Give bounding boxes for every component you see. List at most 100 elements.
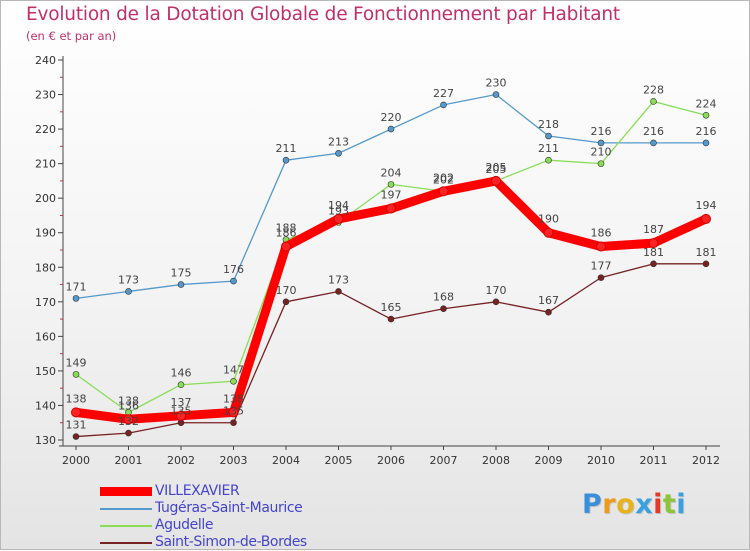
y-tick-label: 150 — [35, 365, 56, 378]
logo-letter: i — [653, 489, 663, 520]
data-label: 210 — [591, 146, 612, 159]
x-tick-label: 2012 — [692, 454, 720, 467]
data-point — [387, 315, 395, 323]
data-label: 211 — [538, 142, 559, 155]
data-point — [702, 260, 710, 268]
data-point — [335, 288, 342, 295]
data-label: 197 — [381, 189, 402, 202]
data-label: 188 — [276, 222, 297, 235]
y-tick-label: 220 — [35, 123, 56, 136]
data-point — [440, 305, 447, 313]
data-label: 216 — [591, 125, 612, 138]
data-label: 131 — [66, 419, 87, 432]
data-point — [597, 139, 605, 147]
data-label: 194 — [328, 199, 349, 212]
y-tick-label: 140 — [35, 399, 56, 412]
series-line-villexavier — [71, 176, 711, 424]
data-label: 187 — [643, 223, 664, 236]
data-point — [176, 410, 186, 421]
data-label: 216 — [643, 125, 664, 138]
y-tick-label: 230 — [35, 89, 56, 102]
data-label: 175 — [171, 267, 192, 280]
x-tick-label: 2003 — [220, 454, 248, 467]
data-point — [650, 139, 657, 147]
data-label: 165 — [381, 301, 402, 314]
data-label: 176 — [223, 263, 244, 276]
data-point — [387, 125, 395, 133]
data-point — [177, 381, 185, 389]
data-label: 205 — [486, 163, 507, 176]
y-tick-label: 170 — [35, 296, 56, 309]
data-label: 170 — [276, 284, 297, 297]
data-label: 177 — [591, 260, 612, 273]
data-label: 181 — [643, 246, 664, 259]
legend-label: Agudelle — [155, 517, 214, 533]
data-point — [438, 186, 449, 197]
x-tick-label: 2011 — [640, 454, 668, 467]
data-point — [335, 149, 342, 157]
data-point — [545, 308, 552, 316]
logo-letter: o — [616, 489, 636, 520]
x-tick-label: 2001 — [115, 454, 143, 467]
data-label: 193 — [328, 204, 349, 217]
x-tick-label: 2010 — [587, 454, 615, 467]
x-tick-label: 2006 — [377, 454, 405, 467]
data-label: 173 — [328, 273, 349, 286]
data-label: 186 — [591, 227, 612, 240]
legend-label: VILLEXAVIER — [155, 483, 240, 499]
data-point — [125, 288, 132, 295]
data-point — [72, 371, 80, 378]
data-point — [71, 407, 81, 418]
data-label: 149 — [66, 356, 87, 369]
chart-subtitle: (en € et par an) — [26, 29, 117, 43]
data-label: 204 — [381, 166, 402, 179]
y-tick-label: 190 — [35, 227, 56, 240]
data-point — [596, 241, 606, 252]
data-label: 173 — [118, 273, 139, 286]
data-label: 220 — [381, 111, 402, 124]
data-label: 213 — [328, 135, 349, 148]
data-label: 194 — [696, 199, 717, 212]
legend-label: Tugéras-Saint-Maurice — [155, 500, 303, 516]
data-point — [440, 101, 447, 109]
x-tick-label: 2004 — [272, 454, 300, 467]
data-label: 167 — [538, 294, 559, 307]
x-tick-label: 2000 — [62, 454, 90, 467]
data-label: 138 — [118, 394, 139, 407]
logo-letter: r — [602, 489, 617, 520]
data-label: 202 — [433, 173, 454, 186]
data-point — [648, 238, 659, 249]
y-tick-label: 240 — [35, 54, 56, 67]
data-label: 216 — [696, 125, 717, 138]
data-label: 181 — [696, 246, 717, 259]
data-point — [228, 407, 239, 418]
data-label: 135 — [223, 405, 244, 418]
data-label: 190 — [538, 213, 559, 226]
x-tick-label: 2008 — [482, 454, 510, 467]
data-point — [702, 111, 710, 119]
logo-letter: i — [676, 489, 687, 520]
chart-title: Evolution de la Dotation Globale de Fonc… — [26, 4, 620, 25]
data-label: 138 — [66, 392, 87, 405]
data-point — [545, 156, 552, 164]
data-label: 205 — [486, 161, 507, 174]
data-point — [386, 203, 396, 214]
data-label: 171 — [66, 280, 87, 293]
data-label: 211 — [276, 142, 297, 155]
legend-swatch — [100, 525, 152, 527]
logo-letter: t — [662, 489, 677, 520]
logo-letter: P — [582, 489, 603, 520]
y-tick-label: 210 — [35, 158, 56, 171]
y-tick-label: 130 — [35, 434, 56, 447]
data-point — [230, 419, 237, 427]
data-label: 137 — [171, 396, 192, 409]
data-point — [650, 98, 657, 105]
data-label: 218 — [538, 118, 559, 131]
legend-swatch — [100, 487, 152, 496]
data-point — [387, 181, 395, 188]
y-tick-label: 200 — [35, 192, 56, 205]
data-point — [702, 139, 710, 147]
data-point — [177, 281, 185, 288]
y-tick-label: 160 — [35, 330, 56, 343]
data-label: 227 — [433, 87, 454, 100]
